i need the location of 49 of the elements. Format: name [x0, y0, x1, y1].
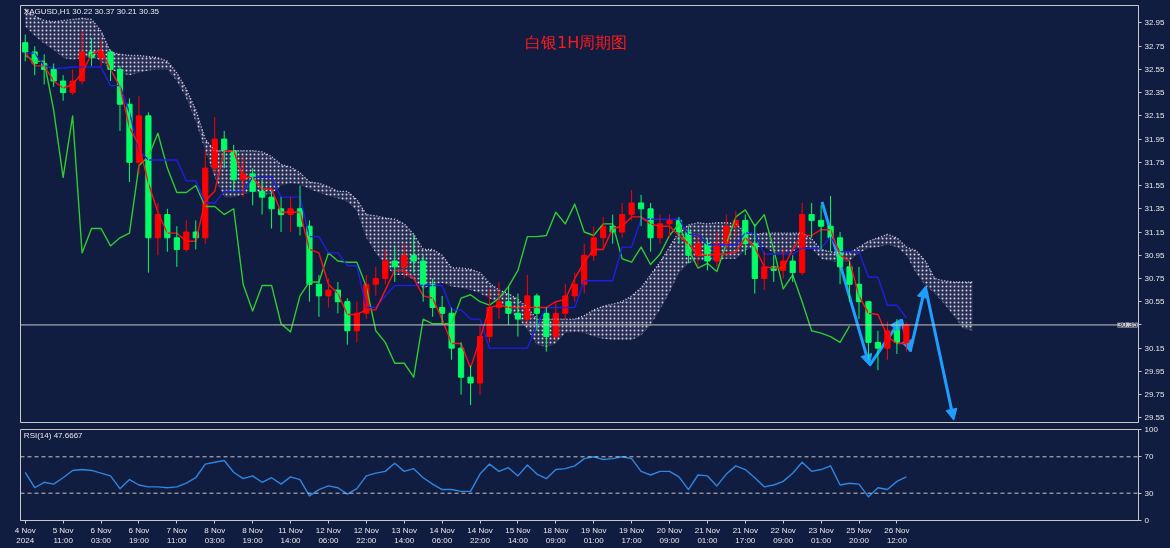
x-tick-label: 12 Nov 06:00 — [315, 525, 342, 546]
y-tick-label: 32.15 — [1144, 111, 1166, 121]
ref-line-label: 30.35 — [1117, 320, 1139, 330]
x-tick-label: 20 Nov 09:00 — [656, 525, 683, 546]
y-tick-label: 32.75 — [1144, 41, 1166, 51]
x-tick-label: 14 Nov 22:00 — [467, 525, 493, 546]
y-tick-label: 29.95 — [1144, 366, 1166, 376]
x-tick-label: 8 Nov 03:00 — [204, 525, 226, 546]
x-tick-label: 6 Nov 03:00 — [90, 525, 112, 546]
chart-subtitle: XAGUSD,H1 30.22 30.37 30.21 30.35 — [23, 6, 160, 16]
x-tick-label: 4 Nov 2024 — [14, 525, 36, 546]
y-tick-label: 31.55 — [1144, 181, 1166, 191]
chart-title: RSI(14) 47.6667 — [23, 430, 84, 440]
y-tick-label: 31.35 — [1144, 204, 1166, 214]
y-tick-label: 100 — [1144, 425, 1159, 434]
x-tick-label: 12 Nov 22:00 — [353, 525, 380, 546]
y-tick-label: 30.55 — [1144, 297, 1166, 307]
y-tick-label: 30 — [1144, 488, 1154, 498]
x-tick-label: 8 Nov 19:00 — [242, 525, 264, 546]
x-tick-label: 14 Nov 06:00 — [429, 525, 455, 546]
y-tick-label: 0 — [1144, 516, 1150, 525]
x-tick-label: 21 Nov 17:00 — [732, 525, 758, 546]
y-tick-label: 29.55 — [1144, 413, 1166, 423]
y-tick-label: 31.15 — [1144, 227, 1166, 237]
y-tick-label: 32.95 — [1144, 18, 1166, 28]
x-tick-label: 19 Nov 17:00 — [618, 525, 645, 546]
y-tick-label: 32.35 — [1144, 88, 1166, 98]
x-tick-label: 19 Nov 01:00 — [581, 525, 607, 546]
x-tick-label: 5 Nov 11:00 — [52, 525, 74, 546]
y-tick-label: 30.75 — [1144, 273, 1166, 283]
y-tick-label: 70 — [1144, 452, 1154, 462]
x-tick-label: 15 Nov 14:00 — [505, 525, 531, 546]
y-tick-label: 29.75 — [1144, 390, 1166, 400]
x-tick-label: 7 Nov 11:00 — [166, 525, 188, 546]
text: 白银1H周期图 — [525, 32, 628, 52]
y-tick-label: 31.95 — [1144, 134, 1166, 144]
y-tick-label: 31.75 — [1144, 157, 1166, 167]
x-tick-label: 21 Nov 01:00 — [694, 525, 721, 546]
x-tick-label: 13 Nov 14:00 — [391, 525, 417, 546]
x-tick-label: 22 Nov 09:00 — [770, 525, 796, 546]
x-tick-label: 18 Nov 09:00 — [543, 525, 569, 546]
y-tick-label: 30.95 — [1144, 250, 1166, 260]
x-tick-label: 26 Nov 12:00 — [884, 525, 910, 546]
y-tick-label: 30.15 — [1144, 343, 1166, 353]
y-tick-label: 32.55 — [1144, 64, 1166, 74]
x-tick-label: 23 Nov 01:00 — [808, 525, 834, 546]
x-tick-label: 6 Nov 19:00 — [128, 525, 150, 546]
x-tick-label: 11 Nov 14:00 — [278, 525, 303, 546]
x-tick-label: 25 Nov 20:00 — [846, 525, 872, 546]
